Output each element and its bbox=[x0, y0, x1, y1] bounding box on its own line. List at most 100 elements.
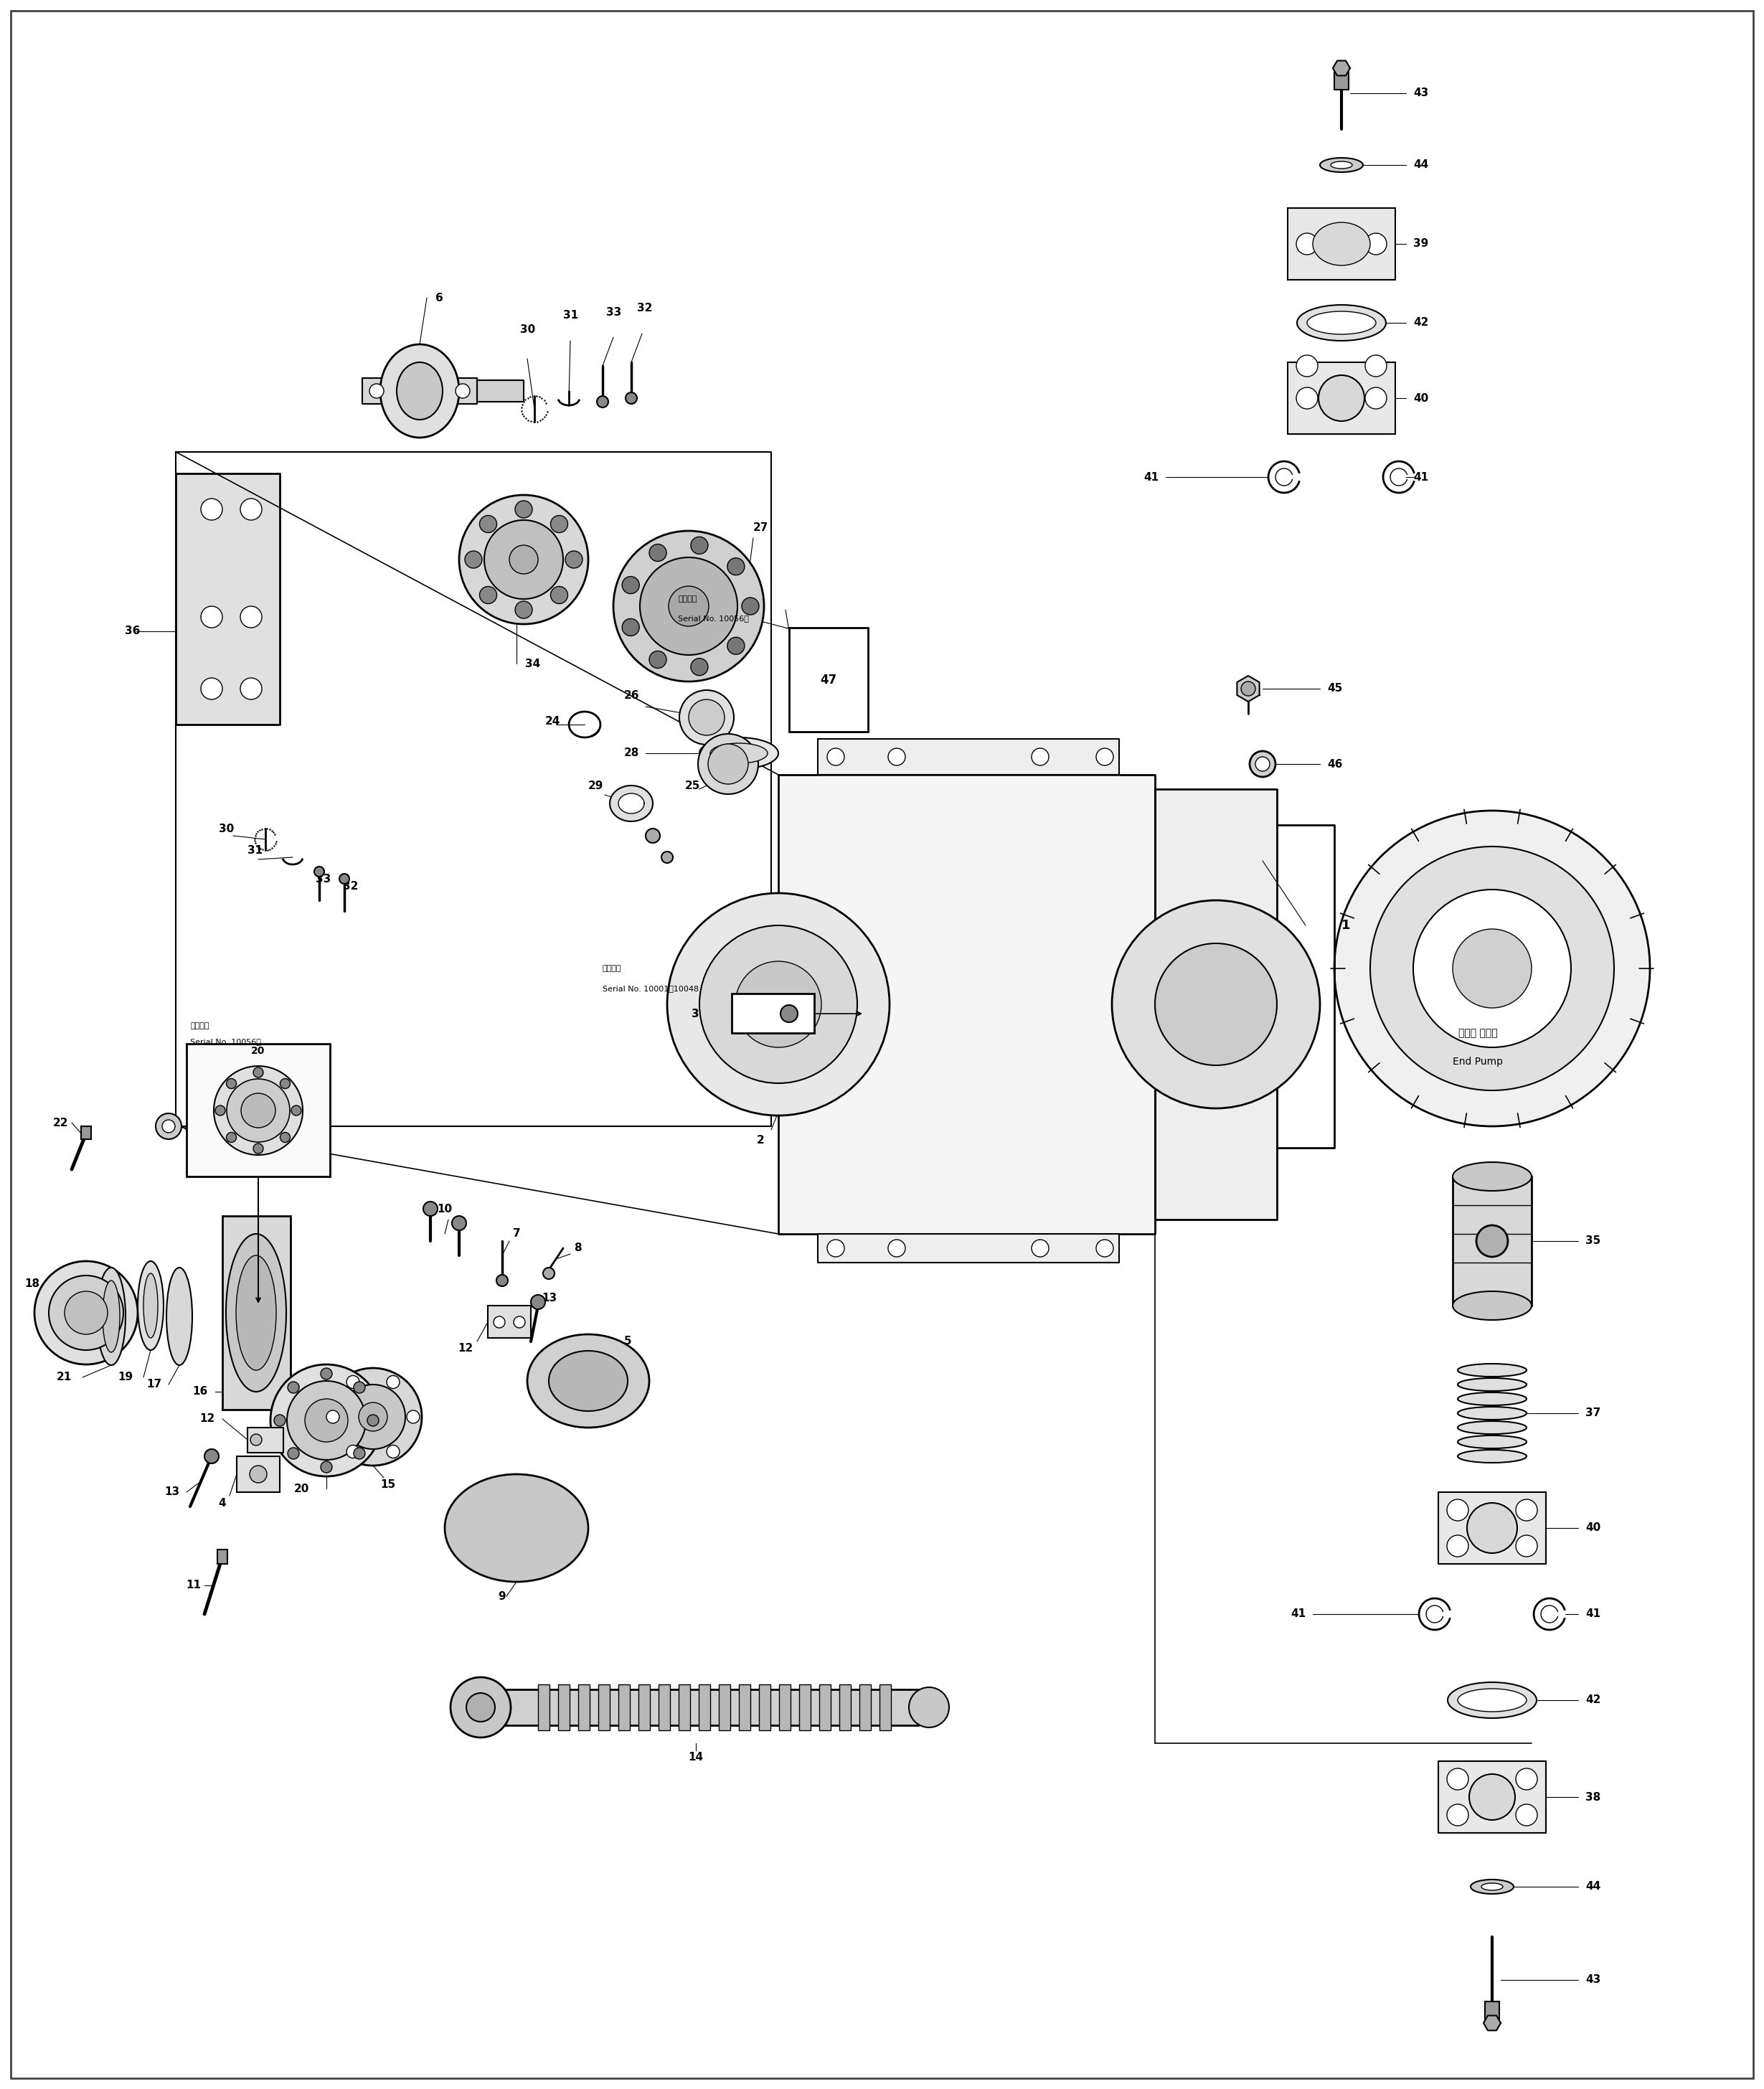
Text: 41: 41 bbox=[1143, 472, 1159, 483]
Bar bbox=[217, 1550, 228, 1565]
Circle shape bbox=[423, 1201, 437, 1216]
Text: 18: 18 bbox=[25, 1278, 39, 1289]
Circle shape bbox=[531, 1295, 545, 1310]
Text: Serial No. 10001～10048: Serial No. 10001～10048 bbox=[603, 984, 699, 992]
Text: 適用号機: 適用号機 bbox=[191, 1022, 210, 1030]
Text: 23: 23 bbox=[189, 1124, 203, 1134]
Circle shape bbox=[887, 1239, 905, 1258]
Circle shape bbox=[254, 1067, 263, 1078]
Text: 9: 9 bbox=[499, 1592, 506, 1602]
Circle shape bbox=[691, 537, 707, 554]
Text: 34: 34 bbox=[526, 658, 540, 668]
Circle shape bbox=[649, 543, 667, 562]
Circle shape bbox=[254, 1143, 263, 1153]
Circle shape bbox=[596, 397, 609, 407]
Circle shape bbox=[1446, 1535, 1468, 1556]
Circle shape bbox=[466, 1692, 496, 1721]
Circle shape bbox=[623, 618, 639, 635]
Circle shape bbox=[346, 1446, 360, 1458]
Ellipse shape bbox=[527, 1335, 649, 1427]
Circle shape bbox=[688, 700, 725, 735]
Circle shape bbox=[339, 873, 349, 884]
Circle shape bbox=[346, 1375, 360, 1389]
Text: 44: 44 bbox=[1586, 1882, 1600, 1893]
Circle shape bbox=[614, 531, 764, 681]
Polygon shape bbox=[778, 775, 1155, 1235]
Text: 20: 20 bbox=[250, 1047, 265, 1055]
Text: 31: 31 bbox=[247, 844, 263, 856]
Circle shape bbox=[1297, 386, 1318, 409]
Circle shape bbox=[780, 1005, 797, 1022]
Circle shape bbox=[273, 1414, 286, 1427]
Circle shape bbox=[250, 1433, 261, 1446]
Circle shape bbox=[700, 925, 857, 1084]
Bar bbox=[1288, 209, 1395, 280]
Circle shape bbox=[513, 1316, 526, 1329]
Text: 35: 35 bbox=[1586, 1237, 1600, 1247]
Ellipse shape bbox=[102, 1281, 120, 1352]
Text: 42: 42 bbox=[1413, 318, 1429, 328]
Circle shape bbox=[386, 1446, 400, 1458]
Circle shape bbox=[340, 1385, 406, 1450]
Text: 26: 26 bbox=[624, 691, 640, 702]
Text: 31: 31 bbox=[563, 311, 579, 322]
Circle shape bbox=[455, 384, 469, 399]
Circle shape bbox=[226, 1078, 236, 1088]
Text: 24: 24 bbox=[545, 717, 561, 727]
Circle shape bbox=[1476, 1226, 1508, 1258]
Text: 6: 6 bbox=[436, 292, 443, 303]
Circle shape bbox=[827, 748, 845, 765]
Circle shape bbox=[240, 679, 261, 700]
Text: 適用号機: 適用号機 bbox=[677, 595, 697, 602]
Ellipse shape bbox=[1457, 1393, 1526, 1406]
Polygon shape bbox=[1484, 2016, 1501, 2031]
Text: 12: 12 bbox=[459, 1343, 473, 1354]
Bar bbox=[699, 1684, 711, 1730]
Polygon shape bbox=[176, 474, 280, 725]
Text: 43: 43 bbox=[1586, 1974, 1600, 1985]
Circle shape bbox=[1515, 1805, 1536, 1826]
Polygon shape bbox=[1155, 790, 1277, 1220]
Ellipse shape bbox=[97, 1268, 125, 1366]
Ellipse shape bbox=[236, 1255, 277, 1370]
Circle shape bbox=[1446, 1767, 1468, 1790]
Ellipse shape bbox=[700, 737, 778, 769]
Circle shape bbox=[162, 1120, 175, 1132]
Circle shape bbox=[626, 393, 637, 403]
Text: 41: 41 bbox=[1586, 1609, 1600, 1619]
Text: 33: 33 bbox=[316, 873, 332, 884]
Bar bbox=[780, 1684, 790, 1730]
Circle shape bbox=[321, 1462, 332, 1473]
Circle shape bbox=[679, 689, 734, 744]
Text: 12: 12 bbox=[199, 1414, 215, 1425]
Circle shape bbox=[662, 852, 672, 863]
Circle shape bbox=[240, 499, 261, 520]
Circle shape bbox=[386, 1375, 400, 1389]
Circle shape bbox=[201, 679, 222, 700]
Text: 38: 38 bbox=[1586, 1792, 1600, 1803]
Bar bbox=[187, 1044, 330, 1176]
Circle shape bbox=[1242, 681, 1256, 696]
Text: 45: 45 bbox=[1327, 683, 1342, 694]
Polygon shape bbox=[1237, 675, 1259, 702]
Circle shape bbox=[1365, 386, 1387, 409]
Ellipse shape bbox=[138, 1262, 164, 1349]
Circle shape bbox=[623, 577, 639, 593]
Ellipse shape bbox=[1457, 1406, 1526, 1421]
Text: 30: 30 bbox=[520, 324, 534, 336]
Ellipse shape bbox=[711, 744, 767, 762]
Bar bbox=[679, 1684, 690, 1730]
Circle shape bbox=[1155, 944, 1277, 1065]
Text: 2: 2 bbox=[757, 1134, 764, 1147]
Circle shape bbox=[1032, 1239, 1050, 1258]
Ellipse shape bbox=[1249, 752, 1275, 777]
Ellipse shape bbox=[381, 345, 459, 437]
Ellipse shape bbox=[1448, 1682, 1536, 1717]
Circle shape bbox=[1032, 748, 1050, 765]
Circle shape bbox=[669, 587, 709, 627]
Circle shape bbox=[1365, 355, 1387, 376]
Text: 22: 22 bbox=[53, 1118, 69, 1128]
Bar bbox=[598, 1684, 610, 1730]
Bar bbox=[789, 627, 868, 731]
Ellipse shape bbox=[1454, 1291, 1531, 1320]
